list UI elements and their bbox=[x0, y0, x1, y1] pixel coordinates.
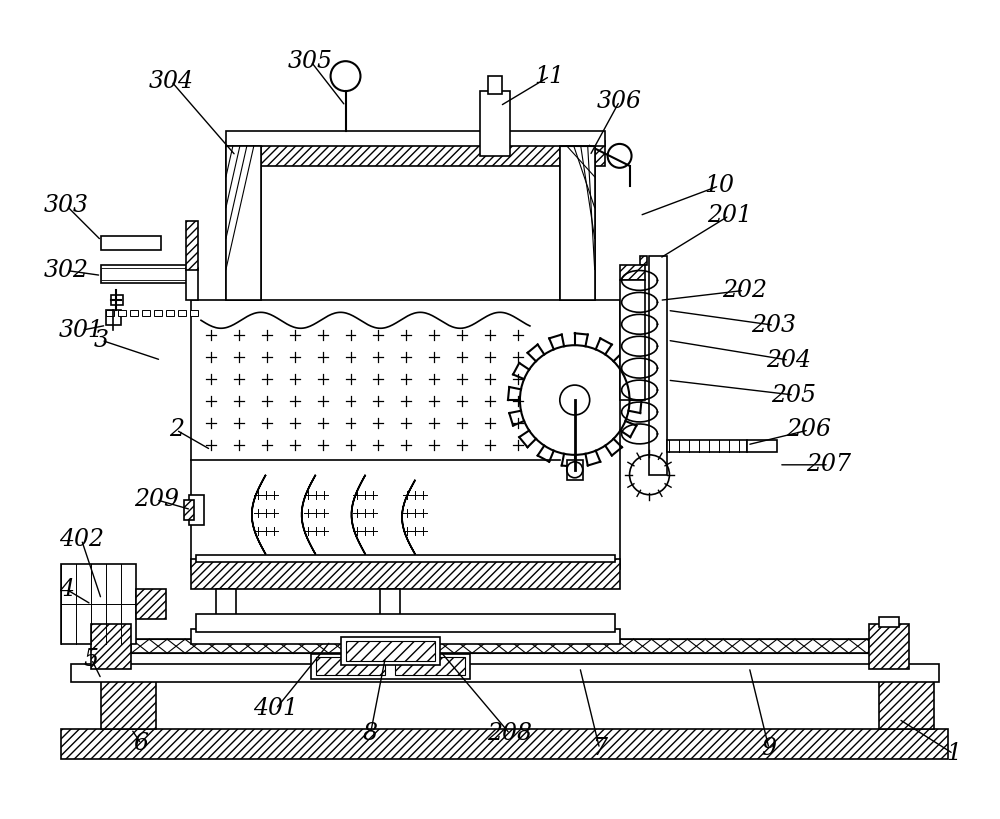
Bar bbox=[667, 440, 747, 452]
Text: 303: 303 bbox=[44, 194, 89, 217]
Text: 2: 2 bbox=[169, 419, 184, 441]
Bar bbox=[131, 639, 869, 654]
Bar bbox=[101, 679, 156, 729]
Polygon shape bbox=[402, 480, 415, 554]
Text: 4: 4 bbox=[59, 578, 74, 601]
Bar bbox=[196, 614, 615, 632]
Text: 9: 9 bbox=[762, 737, 777, 760]
Text: 302: 302 bbox=[44, 259, 89, 282]
Bar bbox=[186, 269, 198, 301]
Text: 11: 11 bbox=[535, 65, 565, 88]
Bar bbox=[130, 310, 138, 316]
Text: 205: 205 bbox=[771, 383, 816, 406]
Polygon shape bbox=[226, 146, 261, 301]
Text: 201: 201 bbox=[707, 204, 752, 227]
Bar bbox=[620, 280, 645, 400]
Bar bbox=[118, 310, 126, 316]
Bar bbox=[154, 310, 162, 316]
Text: 301: 301 bbox=[59, 319, 104, 342]
Bar bbox=[106, 310, 114, 316]
Bar bbox=[91, 624, 131, 669]
Bar bbox=[341, 637, 440, 665]
Bar bbox=[101, 265, 191, 283]
Text: 209: 209 bbox=[134, 488, 179, 511]
Bar bbox=[106, 310, 121, 325]
Bar bbox=[346, 641, 435, 661]
Bar bbox=[186, 220, 198, 270]
Bar bbox=[61, 564, 136, 645]
Text: 1: 1 bbox=[946, 742, 961, 765]
Polygon shape bbox=[352, 475, 365, 554]
Text: 305: 305 bbox=[288, 50, 333, 73]
Bar bbox=[311, 654, 470, 679]
Bar bbox=[567, 459, 583, 480]
Bar bbox=[166, 310, 174, 316]
Bar bbox=[316, 657, 385, 675]
Bar bbox=[136, 590, 166, 619]
Bar bbox=[560, 146, 595, 301]
Bar bbox=[196, 554, 615, 563]
Text: 206: 206 bbox=[786, 419, 831, 441]
Bar bbox=[226, 141, 605, 165]
Bar bbox=[191, 301, 620, 569]
Bar bbox=[216, 590, 236, 639]
Text: 304: 304 bbox=[149, 70, 194, 93]
Bar bbox=[649, 256, 667, 475]
Bar bbox=[190, 310, 198, 316]
Text: 3: 3 bbox=[94, 328, 109, 351]
Bar bbox=[226, 146, 261, 301]
Text: 7: 7 bbox=[592, 737, 607, 760]
Bar bbox=[747, 440, 777, 452]
Text: 5: 5 bbox=[84, 648, 99, 671]
Text: 202: 202 bbox=[722, 279, 767, 302]
Text: 401: 401 bbox=[253, 698, 298, 721]
Text: 402: 402 bbox=[59, 528, 104, 551]
Text: 204: 204 bbox=[767, 349, 812, 372]
Bar bbox=[101, 236, 161, 250]
Bar bbox=[395, 657, 465, 675]
Bar bbox=[184, 500, 194, 519]
Bar bbox=[380, 590, 400, 639]
Bar bbox=[879, 618, 899, 627]
Polygon shape bbox=[252, 475, 266, 554]
Text: 203: 203 bbox=[752, 314, 797, 337]
Bar bbox=[178, 310, 186, 316]
Bar bbox=[101, 269, 191, 280]
Bar bbox=[869, 624, 909, 669]
Bar bbox=[189, 495, 204, 525]
Text: 306: 306 bbox=[597, 89, 642, 112]
Bar bbox=[488, 76, 502, 94]
Text: 8: 8 bbox=[363, 722, 378, 745]
Text: 10: 10 bbox=[704, 174, 734, 197]
Text: 208: 208 bbox=[487, 722, 532, 745]
Bar bbox=[71, 664, 939, 682]
Bar bbox=[226, 131, 605, 146]
Bar bbox=[879, 679, 934, 729]
Bar bbox=[640, 256, 647, 265]
Text: 207: 207 bbox=[806, 453, 851, 477]
Bar bbox=[111, 296, 123, 305]
Bar bbox=[61, 729, 948, 759]
Bar bbox=[480, 91, 510, 156]
Text: 6: 6 bbox=[134, 732, 149, 755]
Bar bbox=[191, 559, 620, 590]
Polygon shape bbox=[302, 475, 316, 554]
Polygon shape bbox=[560, 146, 595, 301]
Bar bbox=[191, 629, 620, 645]
Bar bbox=[620, 265, 645, 280]
Bar bbox=[142, 310, 150, 316]
